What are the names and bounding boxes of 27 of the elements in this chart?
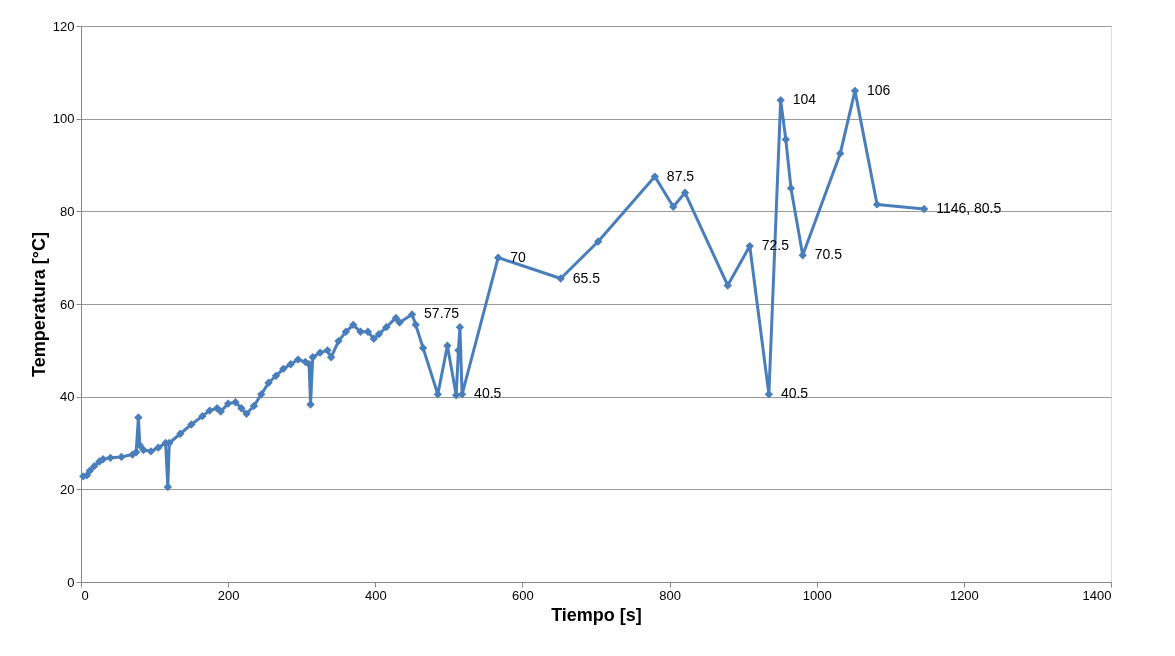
data-label: 104 bbox=[792, 91, 817, 108]
x-tick-label: 1000 bbox=[802, 587, 832, 603]
x-tick-label: 800 bbox=[659, 587, 681, 603]
y-tick-label: 20 bbox=[60, 481, 75, 497]
data-label: 40.5 bbox=[780, 385, 809, 402]
data-label: 57.75 bbox=[424, 305, 460, 322]
data-label: 65.5 bbox=[572, 269, 601, 286]
data-label: 87.5 bbox=[666, 167, 695, 184]
data-label: 70 bbox=[510, 248, 526, 265]
data-label: 1146, 80.5 bbox=[936, 200, 1002, 217]
y-tick-label: 40 bbox=[60, 389, 75, 405]
y-tick-label: 120 bbox=[52, 18, 75, 34]
y-tick-label: 60 bbox=[60, 296, 75, 312]
x-tick-label: 0 bbox=[81, 587, 89, 603]
y-axis-title: Temperatura [°C] bbox=[28, 232, 49, 377]
x-tick-label: 1200 bbox=[949, 587, 979, 603]
data-label: 106 bbox=[866, 81, 891, 98]
data-label: 70.5 bbox=[814, 246, 843, 263]
y-tick-label: 80 bbox=[60, 203, 75, 219]
data-label: 40.5 bbox=[474, 385, 502, 402]
x-tick-label: 1400 bbox=[1082, 587, 1112, 603]
y-tick-label: 100 bbox=[52, 111, 75, 127]
x-tick-label: 200 bbox=[217, 587, 240, 603]
x-tick-label: 400 bbox=[364, 587, 387, 603]
x-axis-title: Tiempo [s] bbox=[551, 604, 642, 625]
x-tick-label: 600 bbox=[512, 587, 534, 603]
y-tick-label: 0 bbox=[67, 574, 75, 590]
